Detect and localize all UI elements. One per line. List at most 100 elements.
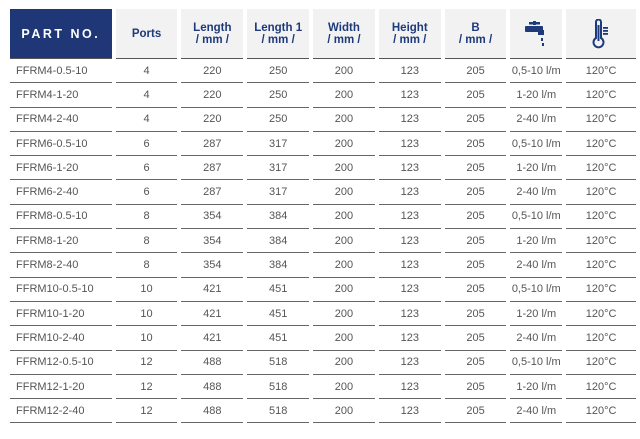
cell-length-1: 518 xyxy=(247,351,310,375)
cell-length: 354 xyxy=(181,205,244,230)
cell-part-no: FFRM6-2-40 xyxy=(10,180,112,205)
header-part-no: PART NO. xyxy=(10,9,112,59)
table-row: FFRM6-0.5-10 6 287 317 200 123 205 0,5-10 l/m 12… xyxy=(10,132,636,157)
cell-ports: 8 xyxy=(115,253,178,278)
cell-ports: 8 xyxy=(115,229,178,254)
cell-height: 123 xyxy=(378,108,441,132)
header-length-1-label: Length 1 xyxy=(254,21,303,34)
header-length: Length / mm / xyxy=(181,9,244,59)
cell-length-1: 451 xyxy=(247,302,310,327)
cell-height: 123 xyxy=(378,351,441,375)
header-width-unit: / mm / xyxy=(327,33,361,46)
cell-length: 488 xyxy=(181,351,244,375)
cell-b: 205 xyxy=(444,302,507,327)
cell-length-1: 317 xyxy=(247,156,310,181)
cell-flow-rate: 1-20 l/m xyxy=(510,302,563,327)
cell-height: 123 xyxy=(378,326,441,351)
header-row: PART NO. Ports Length / mm / Length 1/ mm… xyxy=(10,9,636,59)
header-b-unit: / mm / xyxy=(458,33,493,46)
table-row: FFRM4-1-20 4 220 250 200 123 205 1-20 l/m 120°C xyxy=(10,83,636,108)
product-spec-table: PART NO. Ports Length / mm / Length 1/ mm… xyxy=(6,9,640,424)
cell-ports: 4 xyxy=(115,59,178,84)
cell-part-no: FFRM6-0.5-10 xyxy=(10,132,112,157)
cell-b: 205 xyxy=(444,59,507,84)
header-height-label: Height xyxy=(391,21,428,34)
cell-length-1: 317 xyxy=(247,180,310,205)
cell-length-1: 317 xyxy=(247,132,310,157)
cell-b: 205 xyxy=(444,156,507,181)
cell-height: 123 xyxy=(378,278,441,302)
cell-part-no: FFRM8-2-40 xyxy=(10,253,112,278)
cell-flow-rate: 2-40 l/m xyxy=(510,180,563,205)
cell-part-no: FFRM12-1-20 xyxy=(10,375,112,400)
table-row: FFRM12-0.5-10 12 488 518 200 123 205 0,5-10 l/m… xyxy=(10,351,636,375)
table-row: FFRM10-2-40 10 421 451 200 123 205 2-40 l/m 120°… xyxy=(10,326,636,351)
cell-part-no: FFRM6-1-20 xyxy=(10,156,112,181)
cell-flow-rate: 1-20 l/m xyxy=(510,375,563,400)
cell-length: 287 xyxy=(181,180,244,205)
table-row: FFRM8-1-20 8 354 384 200 123 205 1-20 l/m 120°C xyxy=(10,229,636,254)
cell-part-no: FFRM12-0.5-10 xyxy=(10,351,112,375)
cell-length: 354 xyxy=(181,253,244,278)
cell-flow-rate: 1-20 l/m xyxy=(510,156,563,181)
cell-b: 205 xyxy=(444,132,507,157)
header-width: Width / mm / xyxy=(313,9,375,59)
cell-length: 421 xyxy=(181,278,244,302)
header-height: Height / mm / xyxy=(378,9,441,59)
cell-length-1: 384 xyxy=(247,229,310,254)
cell-ports: 6 xyxy=(115,156,178,181)
thermometer-icon xyxy=(592,18,609,48)
cell-length: 421 xyxy=(181,326,244,351)
cell-ports: 4 xyxy=(115,83,178,108)
cell-temperature: 120°C xyxy=(566,399,636,424)
cell-height: 123 xyxy=(378,83,441,108)
cell-ports: 12 xyxy=(115,399,178,424)
cell-length-1: 384 xyxy=(247,253,310,278)
cell-b: 205 xyxy=(444,205,507,230)
cell-temperature: 120°C xyxy=(566,229,636,254)
cell-b: 205 xyxy=(444,180,507,205)
cell-temperature: 120°C xyxy=(566,302,636,327)
cell-part-no: FFRM4-1-20 xyxy=(10,83,112,108)
table-row: FFRM4-0.5-10 4 220 250 200 123 205 0,5-10 l/m 12… xyxy=(10,59,636,84)
cell-part-no: FFRM4-2-40 xyxy=(10,108,112,132)
cell-height: 123 xyxy=(378,375,441,400)
table-row: FFRM6-1-20 6 287 317 200 123 205 1-20 l/m 120°C xyxy=(10,156,636,181)
cell-height: 123 xyxy=(378,59,441,84)
cell-temperature: 120°C xyxy=(566,156,636,181)
cell-width: 200 xyxy=(313,278,375,302)
cell-length-1: 518 xyxy=(247,375,310,400)
cell-flow-rate: 2-40 l/m xyxy=(510,108,563,132)
table-row: FFRM4-2-40 4 220 250 200 123 205 2-40 l/m 120°C xyxy=(10,108,636,132)
table-row: FFRM8-0.5-10 8 354 384 200 123 205 0,5-10 l/m 12… xyxy=(10,205,636,230)
cell-height: 123 xyxy=(378,156,441,181)
cell-length: 287 xyxy=(181,156,244,181)
cell-width: 200 xyxy=(313,59,375,84)
table-row: FFRM10-1-20 10 421 451 200 123 205 1-20 l/m 120°… xyxy=(10,302,636,327)
cell-width: 200 xyxy=(313,253,375,278)
cell-b: 205 xyxy=(444,375,507,400)
cell-length: 488 xyxy=(181,399,244,424)
cell-length: 220 xyxy=(181,59,244,84)
cell-height: 123 xyxy=(378,205,441,230)
cell-b: 205 xyxy=(444,326,507,351)
cell-ports: 10 xyxy=(115,302,178,327)
cell-length: 421 xyxy=(181,302,244,327)
cell-length-1: 518 xyxy=(247,399,310,424)
header-b: B / mm / xyxy=(444,9,507,59)
cell-b: 205 xyxy=(444,253,507,278)
cell-length-1: 451 xyxy=(247,326,310,351)
header-flow xyxy=(510,9,563,59)
cell-flow-rate: 0,5-10 l/m xyxy=(510,351,563,375)
cell-part-no: FFRM4-0.5-10 xyxy=(10,59,112,84)
cell-ports: 6 xyxy=(115,180,178,205)
cell-width: 200 xyxy=(313,229,375,254)
cell-temperature: 120°C xyxy=(566,59,636,84)
table-row: FFRM12-1-20 12 488 518 200 123 205 1-20 l/m 120°… xyxy=(10,375,636,400)
table-row: FFRM12-2-40 12 488 518 200 123 205 2-40 l/m 120°… xyxy=(10,399,636,424)
cell-length: 220 xyxy=(181,83,244,108)
header-length-1-unit: / mm / xyxy=(261,33,295,46)
cell-flow-rate: 0,5-10 l/m xyxy=(510,205,563,230)
table-row: FFRM8-2-40 8 354 384 200 123 205 2-40 l/m 120°C xyxy=(10,253,636,278)
faucet-icon xyxy=(525,20,545,46)
